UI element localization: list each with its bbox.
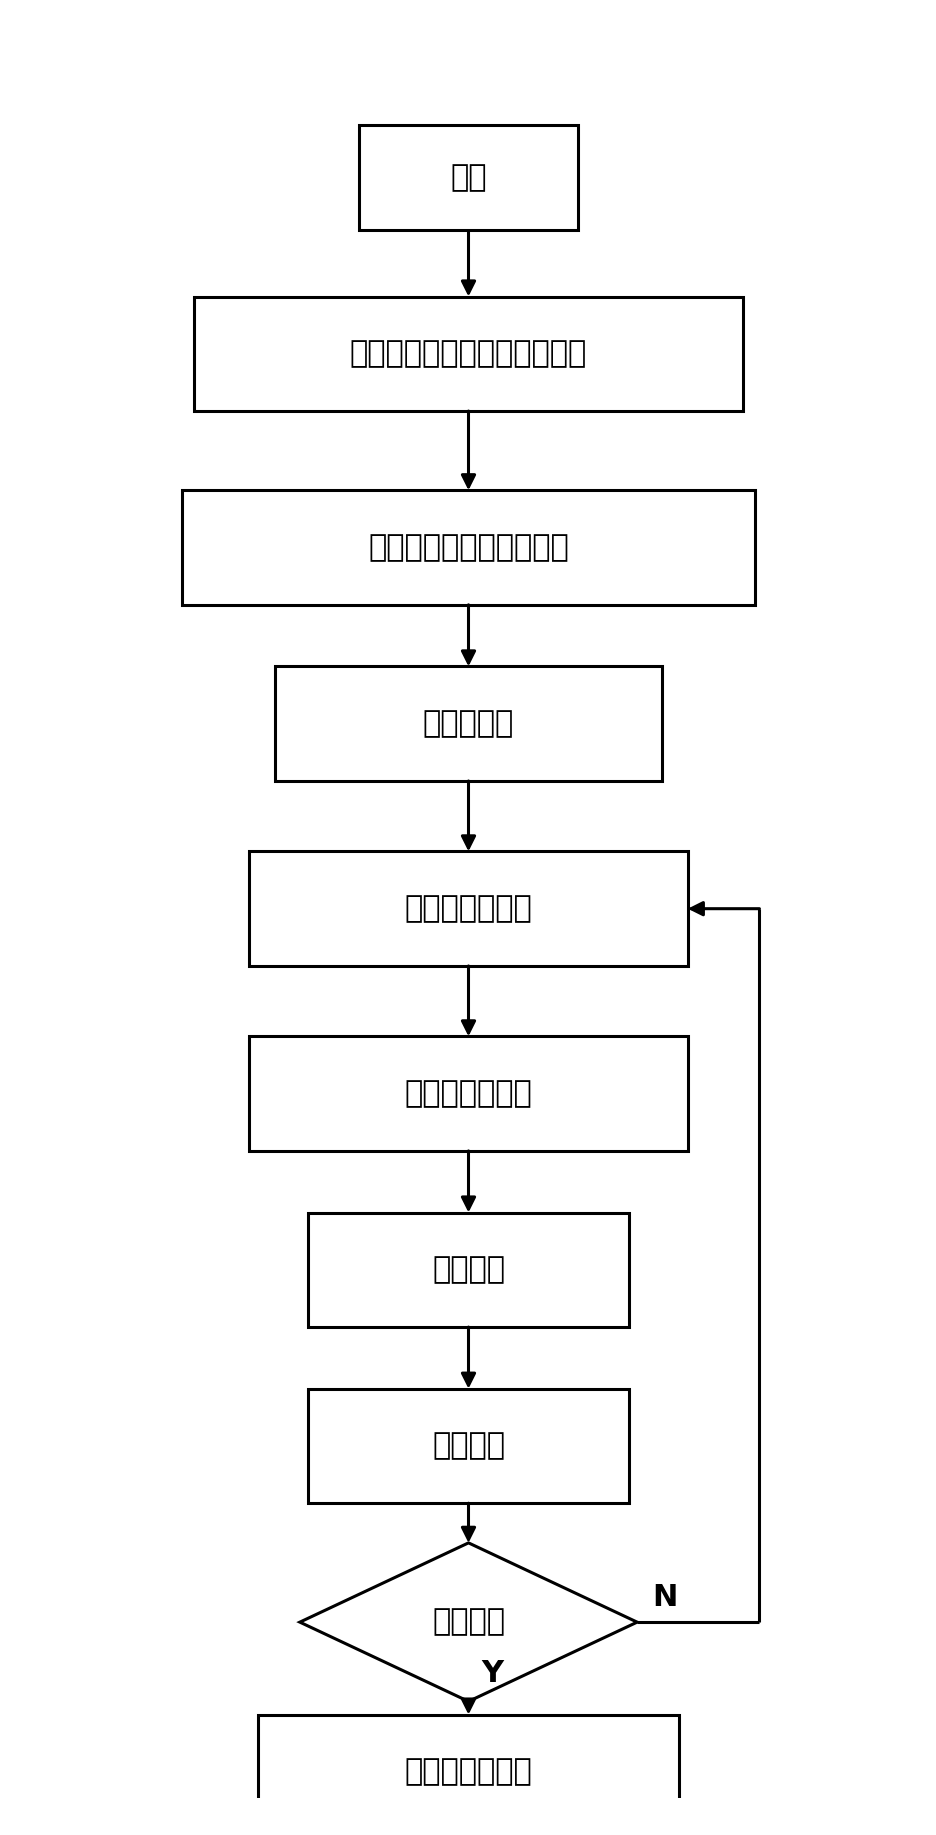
Bar: [194, 297, 741, 411]
Bar: [274, 666, 662, 782]
Text: 计算个体适应度: 计算个体适应度: [404, 894, 532, 923]
Text: 概率变异: 概率变异: [431, 1431, 505, 1461]
Text: 概率交叉: 概率交叉: [431, 1255, 505, 1284]
Bar: [249, 851, 687, 965]
Bar: [249, 1037, 687, 1151]
Bar: [308, 1389, 628, 1503]
Text: 得到最优参数解: 得到最优参数解: [404, 1758, 532, 1787]
Polygon shape: [300, 1543, 636, 1701]
Text: N: N: [651, 1584, 677, 1611]
Text: 确定参数范围并参数编码: 确定参数范围并参数编码: [368, 532, 568, 562]
Text: 初始化群体: 初始化群体: [422, 708, 514, 738]
Bar: [257, 1714, 679, 1829]
Text: 开始: 开始: [450, 163, 486, 193]
Text: Y: Y: [480, 1659, 503, 1688]
Bar: [308, 1213, 628, 1327]
Text: 明确待解问题、设计数学模型: 明确待解问题、设计数学模型: [349, 339, 587, 369]
Text: 满足条件: 满足条件: [431, 1607, 505, 1637]
Bar: [358, 125, 578, 231]
Text: 选择进入下一代: 选择进入下一代: [404, 1079, 532, 1108]
Bar: [182, 490, 754, 606]
